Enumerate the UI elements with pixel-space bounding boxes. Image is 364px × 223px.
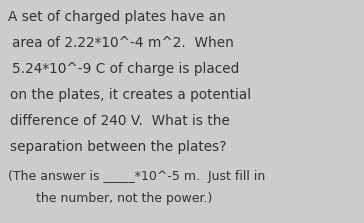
Text: area of 2.22*10^-4 m^2.  When: area of 2.22*10^-4 m^2. When	[12, 36, 234, 50]
Text: on the plates, it creates a potential: on the plates, it creates a potential	[10, 88, 251, 102]
Text: separation between the plates?: separation between the plates?	[10, 140, 226, 154]
Text: A set of charged plates have an: A set of charged plates have an	[8, 10, 226, 24]
Text: 5.24*10^-9 C of charge is placed: 5.24*10^-9 C of charge is placed	[12, 62, 239, 76]
Text: the number, not the power.): the number, not the power.)	[36, 192, 212, 205]
Text: difference of 240 V.  What is the: difference of 240 V. What is the	[10, 114, 230, 128]
Text: (The answer is _____*10^-5 m.  Just fill in: (The answer is _____*10^-5 m. Just fill …	[8, 170, 265, 183]
